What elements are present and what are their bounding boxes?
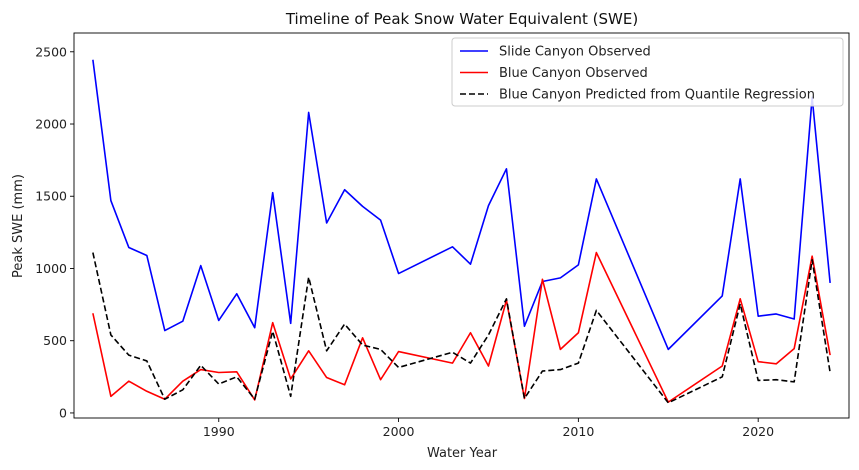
y-tick-label: 0	[59, 405, 67, 420]
legend-box	[451, 37, 844, 107]
plot-area: 1990 2000 2010 2020 0 500 1000 1500 2000 2500	[35, 32, 850, 439]
x-tick-label: 1990	[203, 424, 235, 439]
y-tick-label: 1000	[35, 261, 67, 276]
x-tick-label: 2020	[742, 424, 774, 439]
legend-label-3: Blue Canyon Predicted from Quantile Regr…	[499, 88, 815, 103]
y-tick-label: 500	[43, 333, 67, 348]
y-tick-label: 1500	[35, 189, 67, 204]
chart-title: Timeline of Peak Snow Water Equivalent (…	[285, 10, 638, 28]
series-line-1	[92, 59, 831, 351]
y-axis-label: Peak SWE (mm)	[11, 174, 26, 278]
y-tick-label: 2000	[35, 117, 67, 132]
legend: Slide Canyon Observed Blue Canyon Observe…	[451, 37, 844, 107]
x-tick-label: 2010	[562, 424, 594, 439]
series-line-3	[92, 252, 831, 404]
series-line-2	[92, 251, 831, 403]
x-tick-label: 2000	[383, 424, 415, 439]
y-tick-label: 2500	[35, 44, 67, 59]
axes-frame	[73, 32, 850, 419]
x-axis-label: Water Year	[427, 446, 498, 461]
legend-label-2: Blue Canyon Observed	[499, 66, 648, 81]
legend-label-1: Slide Canyon Observed	[499, 45, 651, 60]
